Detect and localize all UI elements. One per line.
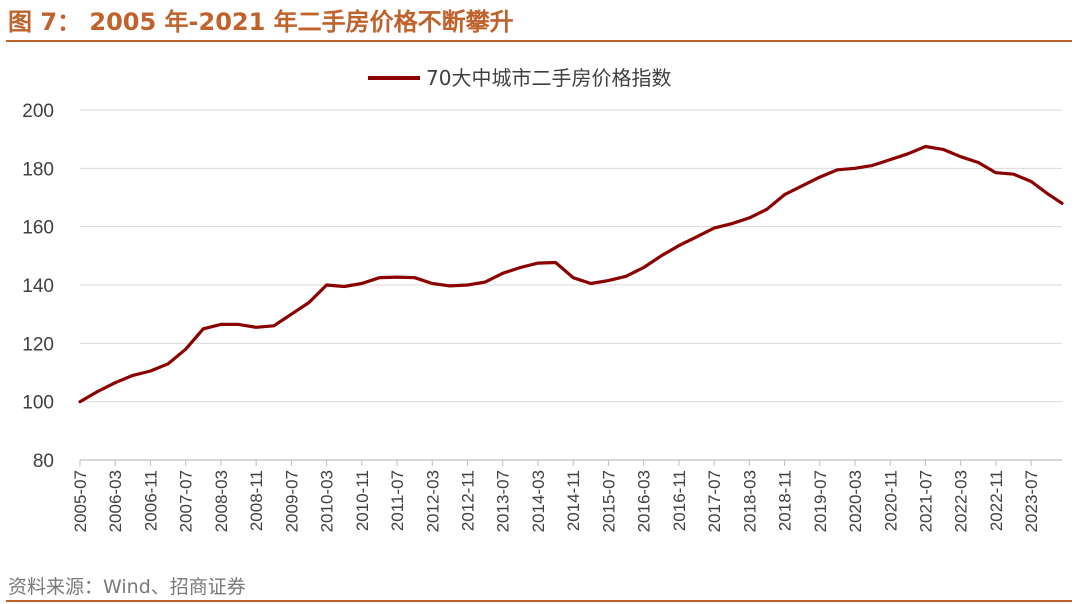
series-group <box>78 144 1064 404</box>
line-chart: 80 100 120 140 160 180 200 2005-07 2006-03 2006-… <box>22 66 1064 532</box>
legend: 70大中城市二手房价格指数 <box>368 66 671 90</box>
x-tick-label-2018-11: 2018-11 <box>776 470 795 531</box>
figure-title: 图 7： 2005 年-2021 年二手房价格不断攀升 <box>8 8 514 36</box>
x-tick-label-2019-07: 2019-07 <box>811 470 830 532</box>
x-tick-label-2012-11: 2012-11 <box>459 470 478 531</box>
x-tick-label-2022-11: 2022-11 <box>987 470 1006 531</box>
x-tick-label-2007-07: 2007-07 <box>177 470 196 532</box>
y-tick-label-180: 180 <box>22 159 54 180</box>
bottom-divider <box>6 600 1072 602</box>
x-tick-label-2020-11: 2020-11 <box>881 470 900 531</box>
x-tick-label-2010-03: 2010-03 <box>318 470 337 532</box>
y-tick-label-140: 140 <box>22 276 54 297</box>
legend-label: 70大中城市二手房价格指数 <box>426 66 671 90</box>
x-tick-label-2016-03: 2016-03 <box>635 470 654 532</box>
y-tick-label-200: 200 <box>22 101 54 122</box>
x-tick-label-2020-03: 2020-03 <box>846 470 865 532</box>
x-tick-label-2006-03: 2006-03 <box>106 470 125 532</box>
x-tick-label-2014-03: 2014-03 <box>529 470 548 532</box>
x-tick-label-2022-03: 2022-03 <box>952 470 971 532</box>
x-tick-label-2010-11: 2010-11 <box>353 470 372 531</box>
y-axis-ticks: 80 100 120 140 160 180 200 <box>22 101 54 472</box>
x-tick-label-2008-11: 2008-11 <box>247 470 266 531</box>
x-tick-label-2011-07: 2011-07 <box>388 470 407 531</box>
source-note: 资料来源：Wind、招商证券 <box>8 576 246 598</box>
x-tick-label-2023-07: 2023-07 <box>1022 470 1041 532</box>
x-tick-label-2015-07: 2015-07 <box>599 470 618 532</box>
x-axis-ticks: 2005-07 2006-03 2006-11 2007-07 2008-03 2008-… <box>71 460 1041 532</box>
x-tick-label-2018-03: 2018-03 <box>740 470 759 532</box>
x-tick-label-2009-07: 2009-07 <box>282 470 301 532</box>
x-tick-label-2008-03: 2008-03 <box>212 470 231 532</box>
y-tick-label-120: 120 <box>22 334 54 355</box>
x-tick-label-2021-07: 2021-07 <box>916 470 935 532</box>
x-tick-label-2013-07: 2013-07 <box>494 470 513 532</box>
y-tick-label-80: 80 <box>33 451 54 472</box>
title-divider <box>6 40 1072 42</box>
x-tick-label-2005-07: 2005-07 <box>71 470 90 532</box>
gridlines <box>80 109 1062 403</box>
x-tick-label-2012-03: 2012-03 <box>423 470 442 532</box>
x-tick-label-2014-11: 2014-11 <box>564 470 583 531</box>
x-tick-label-2016-11: 2016-11 <box>670 470 689 531</box>
y-tick-label-160: 160 <box>22 218 54 239</box>
series-line-0 <box>78 144 1064 404</box>
x-tick-label-2017-07: 2017-07 <box>705 470 724 532</box>
y-tick-label-100: 100 <box>22 393 54 414</box>
x-tick-label-2006-11: 2006-11 <box>141 470 160 531</box>
